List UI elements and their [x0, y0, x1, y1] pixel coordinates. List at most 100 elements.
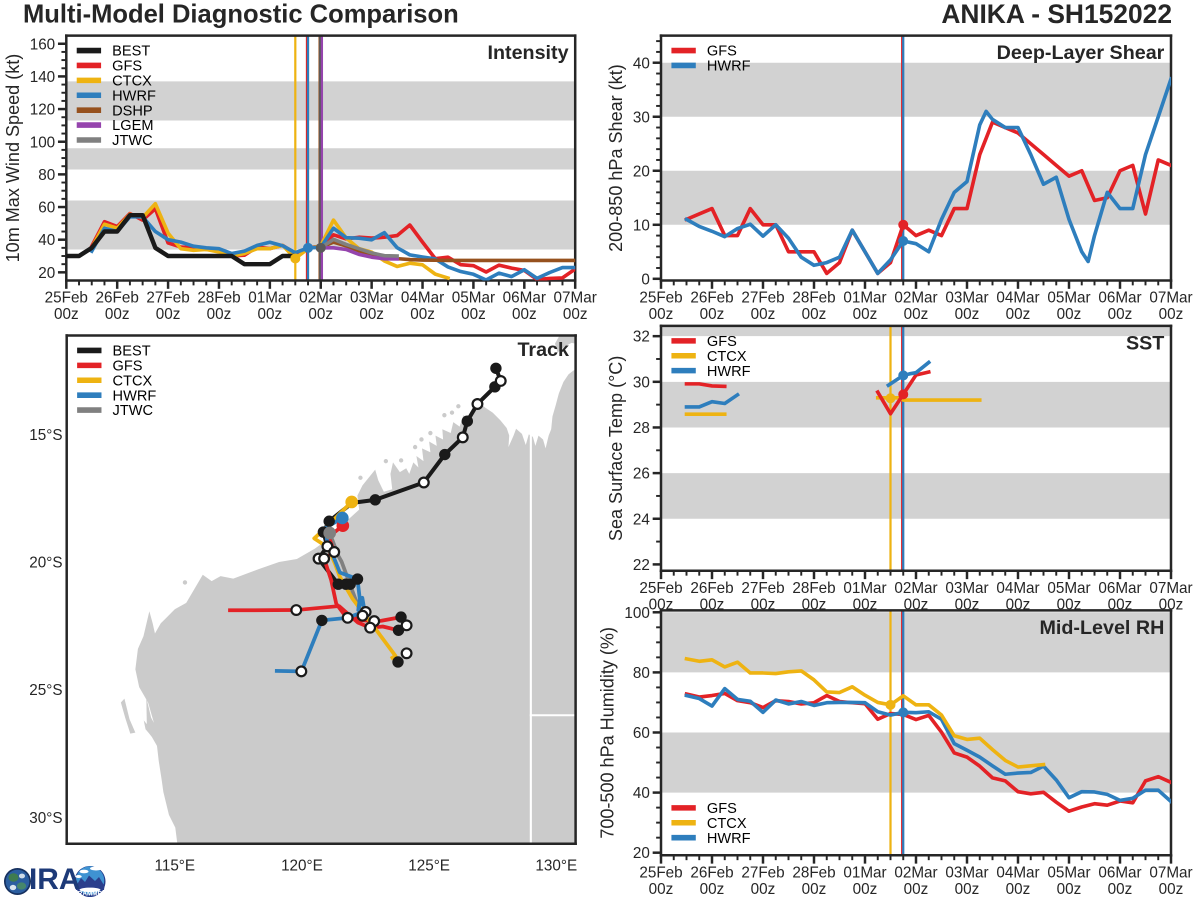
- svg-text:28: 28: [633, 420, 650, 437]
- svg-text:04Mar: 04Mar: [401, 290, 444, 307]
- svg-text:BEST: BEST: [113, 344, 151, 360]
- svg-text:25Feb: 25Feb: [639, 864, 682, 881]
- svg-text:00z: 00z: [700, 881, 725, 898]
- svg-text:Mid-Level RH: Mid-Level RH: [1039, 617, 1164, 639]
- svg-text:07Mar: 07Mar: [1149, 580, 1192, 597]
- svg-text:HWRF: HWRF: [707, 831, 751, 847]
- svg-text:GFS: GFS: [113, 358, 143, 374]
- svg-text:00z: 00z: [1006, 881, 1031, 898]
- svg-text:00z: 00z: [258, 306, 283, 323]
- svg-text:04Mar: 04Mar: [996, 290, 1039, 307]
- svg-text:CTCX: CTCX: [707, 816, 747, 832]
- svg-text:RAMMB: RAMMB: [78, 890, 103, 897]
- svg-text:DSHP: DSHP: [112, 103, 153, 119]
- svg-text:20°S: 20°S: [29, 555, 62, 572]
- svg-text:00z: 00z: [1057, 306, 1082, 323]
- svg-text:02Mar: 02Mar: [894, 290, 937, 307]
- svg-text:30: 30: [633, 374, 650, 391]
- svg-text:07Mar: 07Mar: [1149, 290, 1192, 307]
- svg-text:GFS: GFS: [707, 44, 737, 60]
- svg-text:05Mar: 05Mar: [1047, 864, 1090, 881]
- svg-text:30°S: 30°S: [29, 810, 62, 827]
- svg-text:Multi-Model Diagnostic Compari: Multi-Model Diagnostic Comparison: [23, 1, 459, 29]
- svg-text:20: 20: [38, 265, 55, 282]
- svg-text:700-500 hPa Humidity (%): 700-500 hPa Humidity (%): [598, 627, 618, 839]
- svg-text:80: 80: [633, 665, 650, 682]
- svg-text:80: 80: [38, 167, 55, 184]
- svg-text:03Mar: 03Mar: [945, 864, 988, 881]
- svg-text:HWRF: HWRF: [112, 88, 156, 104]
- svg-text:03Mar: 03Mar: [350, 290, 393, 307]
- svg-text:00z: 00z: [54, 306, 79, 323]
- svg-text:00z: 00z: [1108, 306, 1133, 323]
- svg-text:28Feb: 28Feb: [792, 290, 835, 307]
- svg-text:06Mar: 06Mar: [1098, 864, 1141, 881]
- svg-text:05Mar: 05Mar: [1047, 580, 1090, 597]
- svg-text:LGEM: LGEM: [112, 118, 153, 134]
- svg-text:26Feb: 26Feb: [690, 580, 733, 597]
- svg-text:40: 40: [38, 232, 55, 249]
- svg-text:00z: 00z: [563, 306, 588, 323]
- svg-text:JTWC: JTWC: [113, 403, 153, 419]
- svg-text:BEST: BEST: [112, 44, 150, 60]
- svg-text:Track: Track: [517, 339, 569, 361]
- svg-text:00z: 00z: [649, 881, 674, 898]
- svg-text:27Feb: 27Feb: [741, 864, 784, 881]
- svg-text:HWRF: HWRF: [707, 364, 751, 380]
- svg-text:CTCX: CTCX: [707, 349, 747, 365]
- svg-text:00z: 00z: [649, 306, 674, 323]
- svg-text:07Mar: 07Mar: [554, 290, 597, 307]
- svg-text:160: 160: [30, 36, 55, 53]
- svg-text:01Mar: 01Mar: [843, 864, 886, 881]
- svg-text:15°S: 15°S: [29, 427, 62, 444]
- svg-text:01Mar: 01Mar: [843, 580, 886, 597]
- svg-text:02Mar: 02Mar: [299, 290, 342, 307]
- svg-text:00z: 00z: [308, 306, 333, 323]
- svg-text:120: 120: [30, 102, 55, 119]
- svg-text:00z: 00z: [1159, 881, 1184, 898]
- svg-text:20: 20: [633, 845, 650, 862]
- svg-text:00z: 00z: [955, 306, 980, 323]
- svg-text:00z: 00z: [359, 306, 384, 323]
- svg-text:115°E: 115°E: [154, 858, 195, 875]
- svg-text:25Feb: 25Feb: [45, 290, 88, 307]
- svg-text:00z: 00z: [512, 306, 537, 323]
- svg-text:00z: 00z: [904, 306, 929, 323]
- svg-text:04Mar: 04Mar: [996, 580, 1039, 597]
- svg-text:02Mar: 02Mar: [894, 864, 937, 881]
- svg-text:00z: 00z: [955, 881, 980, 898]
- svg-text:06Mar: 06Mar: [503, 290, 546, 307]
- svg-text:26Feb: 26Feb: [690, 864, 733, 881]
- svg-text:05Mar: 05Mar: [1047, 290, 1090, 307]
- svg-text:00z: 00z: [1108, 881, 1133, 898]
- svg-text:06Mar: 06Mar: [1098, 290, 1141, 307]
- svg-text:00z: 00z: [751, 306, 776, 323]
- svg-text:32: 32: [633, 329, 650, 346]
- svg-text:200-850 hPa Shear (kt): 200-850 hPa Shear (kt): [606, 64, 626, 252]
- svg-text:120°E: 120°E: [281, 858, 323, 875]
- svg-text:00z: 00z: [853, 881, 878, 898]
- svg-text:00z: 00z: [802, 306, 827, 323]
- svg-text:05Mar: 05Mar: [452, 290, 495, 307]
- svg-text:00z: 00z: [1159, 306, 1184, 323]
- svg-text:00z: 00z: [461, 306, 486, 323]
- svg-text:00z: 00z: [751, 881, 776, 898]
- svg-text:140: 140: [30, 69, 55, 86]
- svg-text:25°S: 25°S: [29, 682, 62, 699]
- svg-text:100: 100: [30, 134, 55, 151]
- svg-text:28Feb: 28Feb: [792, 580, 835, 597]
- svg-text:26: 26: [633, 466, 650, 483]
- svg-text:60: 60: [38, 200, 55, 217]
- svg-text:GFS: GFS: [707, 801, 737, 817]
- svg-text:01Mar: 01Mar: [248, 290, 291, 307]
- svg-text:26Feb: 26Feb: [690, 290, 733, 307]
- svg-text:00z: 00z: [207, 306, 232, 323]
- svg-text:HWRF: HWRF: [113, 388, 157, 404]
- svg-text:27Feb: 27Feb: [146, 290, 189, 307]
- svg-text:ANIKA - SH152022: ANIKA - SH152022: [941, 0, 1172, 29]
- svg-text:130°E: 130°E: [535, 858, 577, 875]
- svg-text:CTCX: CTCX: [112, 73, 152, 89]
- svg-text:00z: 00z: [105, 306, 130, 323]
- svg-text:06Mar: 06Mar: [1098, 580, 1141, 597]
- svg-text:00z: 00z: [700, 306, 725, 323]
